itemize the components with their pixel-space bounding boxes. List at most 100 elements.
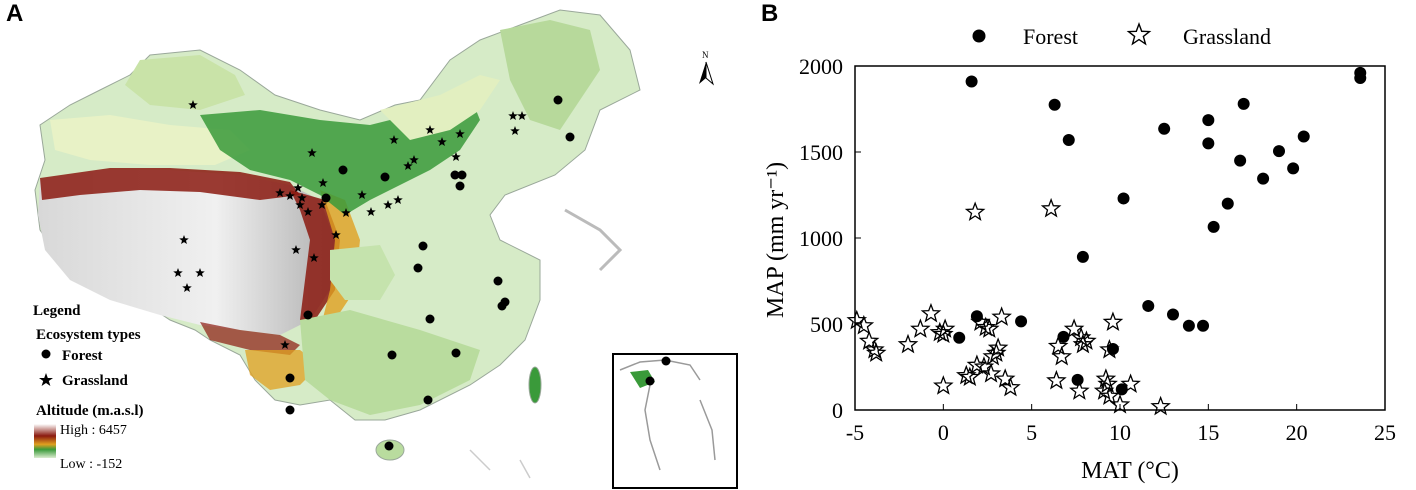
grassland-point	[964, 201, 986, 221]
forest-site-marker	[321, 193, 331, 203]
grassland-point	[1000, 376, 1021, 397]
grassland-site-marker	[331, 230, 341, 240]
forest-site-marker	[425, 314, 435, 324]
hengduan-range	[290, 190, 340, 320]
grassland-point	[978, 318, 1000, 338]
legend-grassland-symbol	[1126, 21, 1152, 46]
grassland-site-marker	[451, 152, 461, 162]
x-tick-label: 10	[1109, 420, 1131, 445]
forest-point	[1071, 373, 1084, 386]
forest-site-marker	[380, 172, 390, 182]
north-arrow: N	[699, 50, 715, 86]
x-tick-label: 15	[1197, 420, 1219, 445]
forest-site-marker	[303, 310, 313, 320]
y-tick-label: 2000	[799, 54, 843, 79]
china-map: N Legend Ecosystem types Forest Grasslan…	[33, 9, 738, 489]
grassland-point	[1072, 333, 1094, 354]
forest-point	[953, 331, 966, 344]
north-label: N	[702, 50, 709, 60]
legend-forest-label: Forest	[62, 348, 103, 364]
tibet-plateau	[38, 170, 335, 335]
taiwan-island	[528, 366, 542, 404]
legend-ecosystem-heading: Ecosystem types	[36, 327, 141, 343]
forest-site-marker	[457, 170, 467, 180]
grassland-site-marker	[291, 245, 301, 255]
grassland-point	[994, 368, 1016, 388]
grassland-point	[1076, 330, 1097, 350]
x-tick-label: 20	[1286, 420, 1308, 445]
grassland-site-marker	[195, 268, 205, 278]
grassland-point	[987, 337, 1009, 357]
forest-site-marker	[423, 395, 433, 405]
forest-site-marker	[413, 263, 423, 273]
grassland-point	[858, 330, 880, 350]
grassland-site-marker	[510, 126, 520, 136]
grassland-site-marker	[317, 200, 327, 210]
forest-site-marker	[455, 181, 465, 191]
forest-point	[1142, 299, 1155, 312]
plot-frame	[854, 65, 1386, 411]
grassland-point	[1099, 338, 1120, 359]
grassland-point	[980, 363, 1002, 383]
grassland-point	[865, 342, 887, 363]
x-tick-label: 5	[1026, 420, 1037, 445]
forest-point	[1297, 130, 1310, 143]
forest-point	[1197, 319, 1210, 332]
grassland-point	[910, 318, 931, 338]
grassland-site-marker	[179, 235, 189, 245]
x-axis-label: MAT (°C)	[1081, 458, 1179, 484]
forest-point	[1287, 162, 1300, 175]
sea-islands	[469, 449, 531, 479]
chart-legend: Forest Grassland	[972, 21, 1271, 49]
y-tick-label: 1500	[799, 140, 843, 165]
legend-title: Legend	[33, 303, 81, 319]
forest-point	[965, 75, 978, 88]
grassland-site-marker	[280, 340, 290, 350]
grassland-point	[1046, 369, 1067, 390]
forest-point	[1202, 114, 1215, 127]
foothills-south	[245, 350, 320, 390]
y-axis-label: MAP (mm yr⁻¹)	[763, 162, 789, 318]
grassland-site-marker	[307, 148, 317, 158]
grassland-point	[933, 375, 954, 395]
x-tick-label: 25	[1374, 420, 1396, 445]
grassland-point	[864, 338, 885, 359]
grassland-point	[982, 345, 1004, 366]
grassland-point	[920, 302, 942, 323]
legend-grassland-marker	[39, 373, 53, 386]
legend-forest-name: Forest	[1023, 24, 1078, 49]
grassland-site-marker	[303, 207, 313, 217]
grassland-point	[1150, 395, 1171, 416]
kunlun-range	[40, 168, 300, 200]
forest-point	[1207, 220, 1220, 233]
grassland-site-marker	[425, 125, 435, 135]
sichuan-basin	[330, 245, 395, 300]
grassland-site-marker	[383, 200, 393, 210]
forest-site-marker	[661, 356, 671, 366]
forest-point	[1237, 97, 1250, 110]
grassland-site-marker	[341, 208, 351, 218]
forest-site-marker	[384, 441, 394, 451]
grassland-site-marker	[455, 129, 465, 139]
forest-point	[1167, 308, 1179, 321]
forest-site-marker	[285, 373, 295, 383]
forest-site-marker	[451, 348, 461, 358]
grassland-site-marker	[295, 200, 305, 210]
forest-site-marker	[285, 405, 295, 415]
forest-point	[1354, 72, 1367, 85]
forest-point	[1057, 330, 1070, 343]
inner-mongolia	[380, 75, 500, 140]
grassland-site-marker	[357, 190, 367, 200]
grassland-point	[1047, 335, 1069, 356]
legend-grassland-name: Grassland	[1183, 24, 1271, 49]
grassland-point	[1051, 345, 1073, 366]
forest-point	[1202, 137, 1215, 150]
forest-site-marker	[450, 170, 460, 180]
y-tick-label: 1000	[799, 226, 843, 251]
forest-site-marker	[418, 241, 428, 251]
grassland-point	[1109, 393, 1131, 414]
south-hills	[300, 310, 480, 415]
forest-site-marker	[645, 376, 655, 386]
grassland-point	[897, 333, 919, 354]
forest-point	[1076, 250, 1089, 263]
